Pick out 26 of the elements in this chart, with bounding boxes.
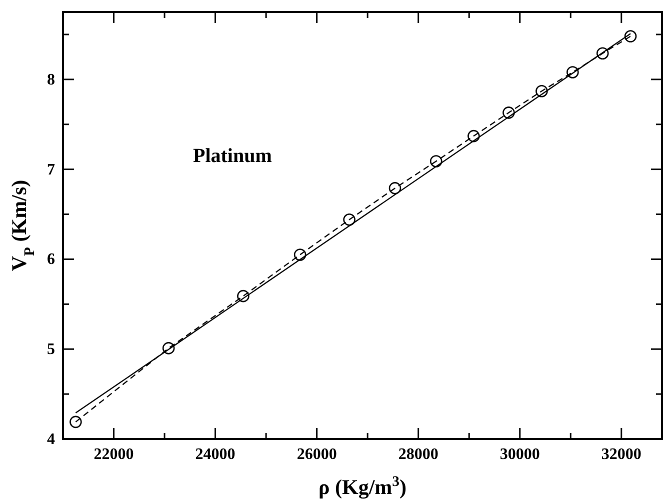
point: [430, 155, 442, 168]
point: [624, 30, 637, 42]
x-axis-title: ρ (Kg/m$^{3}$): [318, 474, 406, 499]
point: [502, 106, 515, 119]
x-tick-label: 32000: [601, 446, 642, 463]
x-tick-label: 30000: [500, 446, 540, 463]
point: [596, 47, 609, 60]
point: [70, 416, 82, 428]
point: [343, 214, 356, 226]
point: [294, 248, 306, 261]
point: [388, 182, 402, 194]
point: [237, 290, 250, 302]
point: [536, 84, 548, 98]
y-tick-label: 8: [47, 71, 55, 88]
y-tick-label: 7: [47, 161, 55, 178]
point: [468, 130, 480, 142]
x-tick-label: 24000: [195, 446, 236, 463]
y-tick-label: 5: [47, 341, 55, 358]
y-tick-label: 4: [47, 431, 55, 448]
point: [162, 342, 175, 354]
x-tick-label: 26000: [296, 446, 337, 463]
x-tick-label: 22000: [94, 446, 134, 463]
point: [566, 66, 579, 78]
annotation: Platinum: [193, 145, 272, 167]
y-tick-label: 6: [47, 251, 55, 268]
x-tick-label: 28000: [398, 446, 438, 463]
